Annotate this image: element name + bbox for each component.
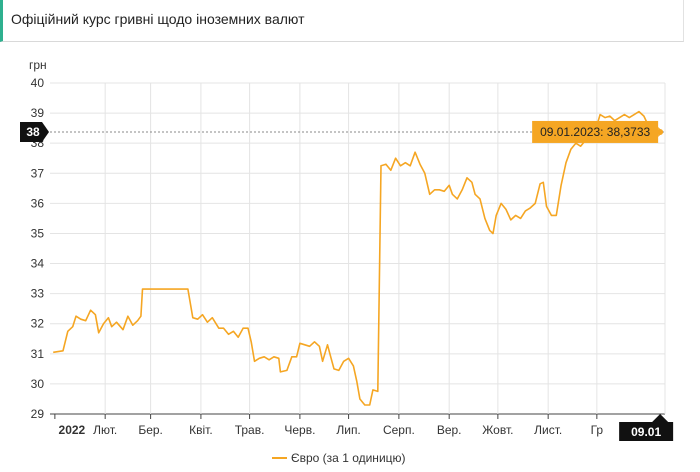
y-crosshair-label: 38 — [26, 125, 40, 139]
y-tick-label: 36 — [31, 196, 45, 210]
y-axis-label: грн — [29, 58, 47, 72]
tooltip-text: 09.01.2023: 38,3733 — [540, 125, 650, 139]
y-tick-label: 40 — [31, 76, 45, 90]
y-tick-label: 39 — [31, 106, 45, 120]
tooltip-box — [532, 120, 659, 143]
x-tick-label: Серп. — [383, 423, 415, 437]
x-tick-label: 2022 — [59, 423, 86, 437]
y-crosshair-marker — [20, 121, 49, 142]
x-crosshair-label: 09.01 — [631, 425, 661, 439]
y-tick-label: 35 — [31, 226, 45, 240]
legend-label[interactable]: Євро (за 1 одиницю) — [291, 451, 406, 465]
x-crosshair-marker — [619, 414, 674, 441]
x-tick-label: Вер. — [437, 423, 462, 437]
grid — [50, 82, 666, 415]
x-tick-label: Квіт. — [189, 423, 213, 437]
x-tick-label: Бер. — [138, 423, 163, 437]
x-tick-label: Гр — [591, 423, 604, 437]
y-tick-label: 33 — [31, 287, 45, 301]
tooltip-arrow — [658, 126, 664, 137]
x-tick-label: Лип. — [336, 423, 360, 437]
x-tick-label: Лют. — [93, 423, 117, 437]
y-tick-label: 34 — [31, 257, 45, 271]
y-tick-label: 31 — [31, 347, 45, 361]
x-tick-label: Лист. — [534, 423, 562, 437]
x-axis: 2022 Лют. Бер. Квіт. Трав. Черв. Лип. Серп. Вер.… — [54, 414, 604, 437]
y-tick-label: 29 — [31, 407, 45, 421]
y-tick-label: 37 — [31, 166, 45, 180]
x-tick-label: Трав. — [235, 423, 265, 437]
x-tick-label: Черв. — [284, 423, 315, 437]
crosshair: 09.01.2023: 38,3733 38 09.01 — [20, 120, 674, 441]
legend[interactable]: Євро (за 1 одиницю) — [272, 451, 406, 465]
chart-title: Офіційний курс гривні щодо іноземних вал… — [11, 11, 305, 27]
series-line-euro[interactable] — [53, 110, 661, 406]
x-tick-label: Жовт. — [482, 423, 513, 437]
y-tick-label: 30 — [31, 377, 45, 391]
chart-header: Офіційний курс гривні щодо іноземних вал… — [0, 0, 684, 42]
y-tick-label: 32 — [31, 317, 45, 331]
